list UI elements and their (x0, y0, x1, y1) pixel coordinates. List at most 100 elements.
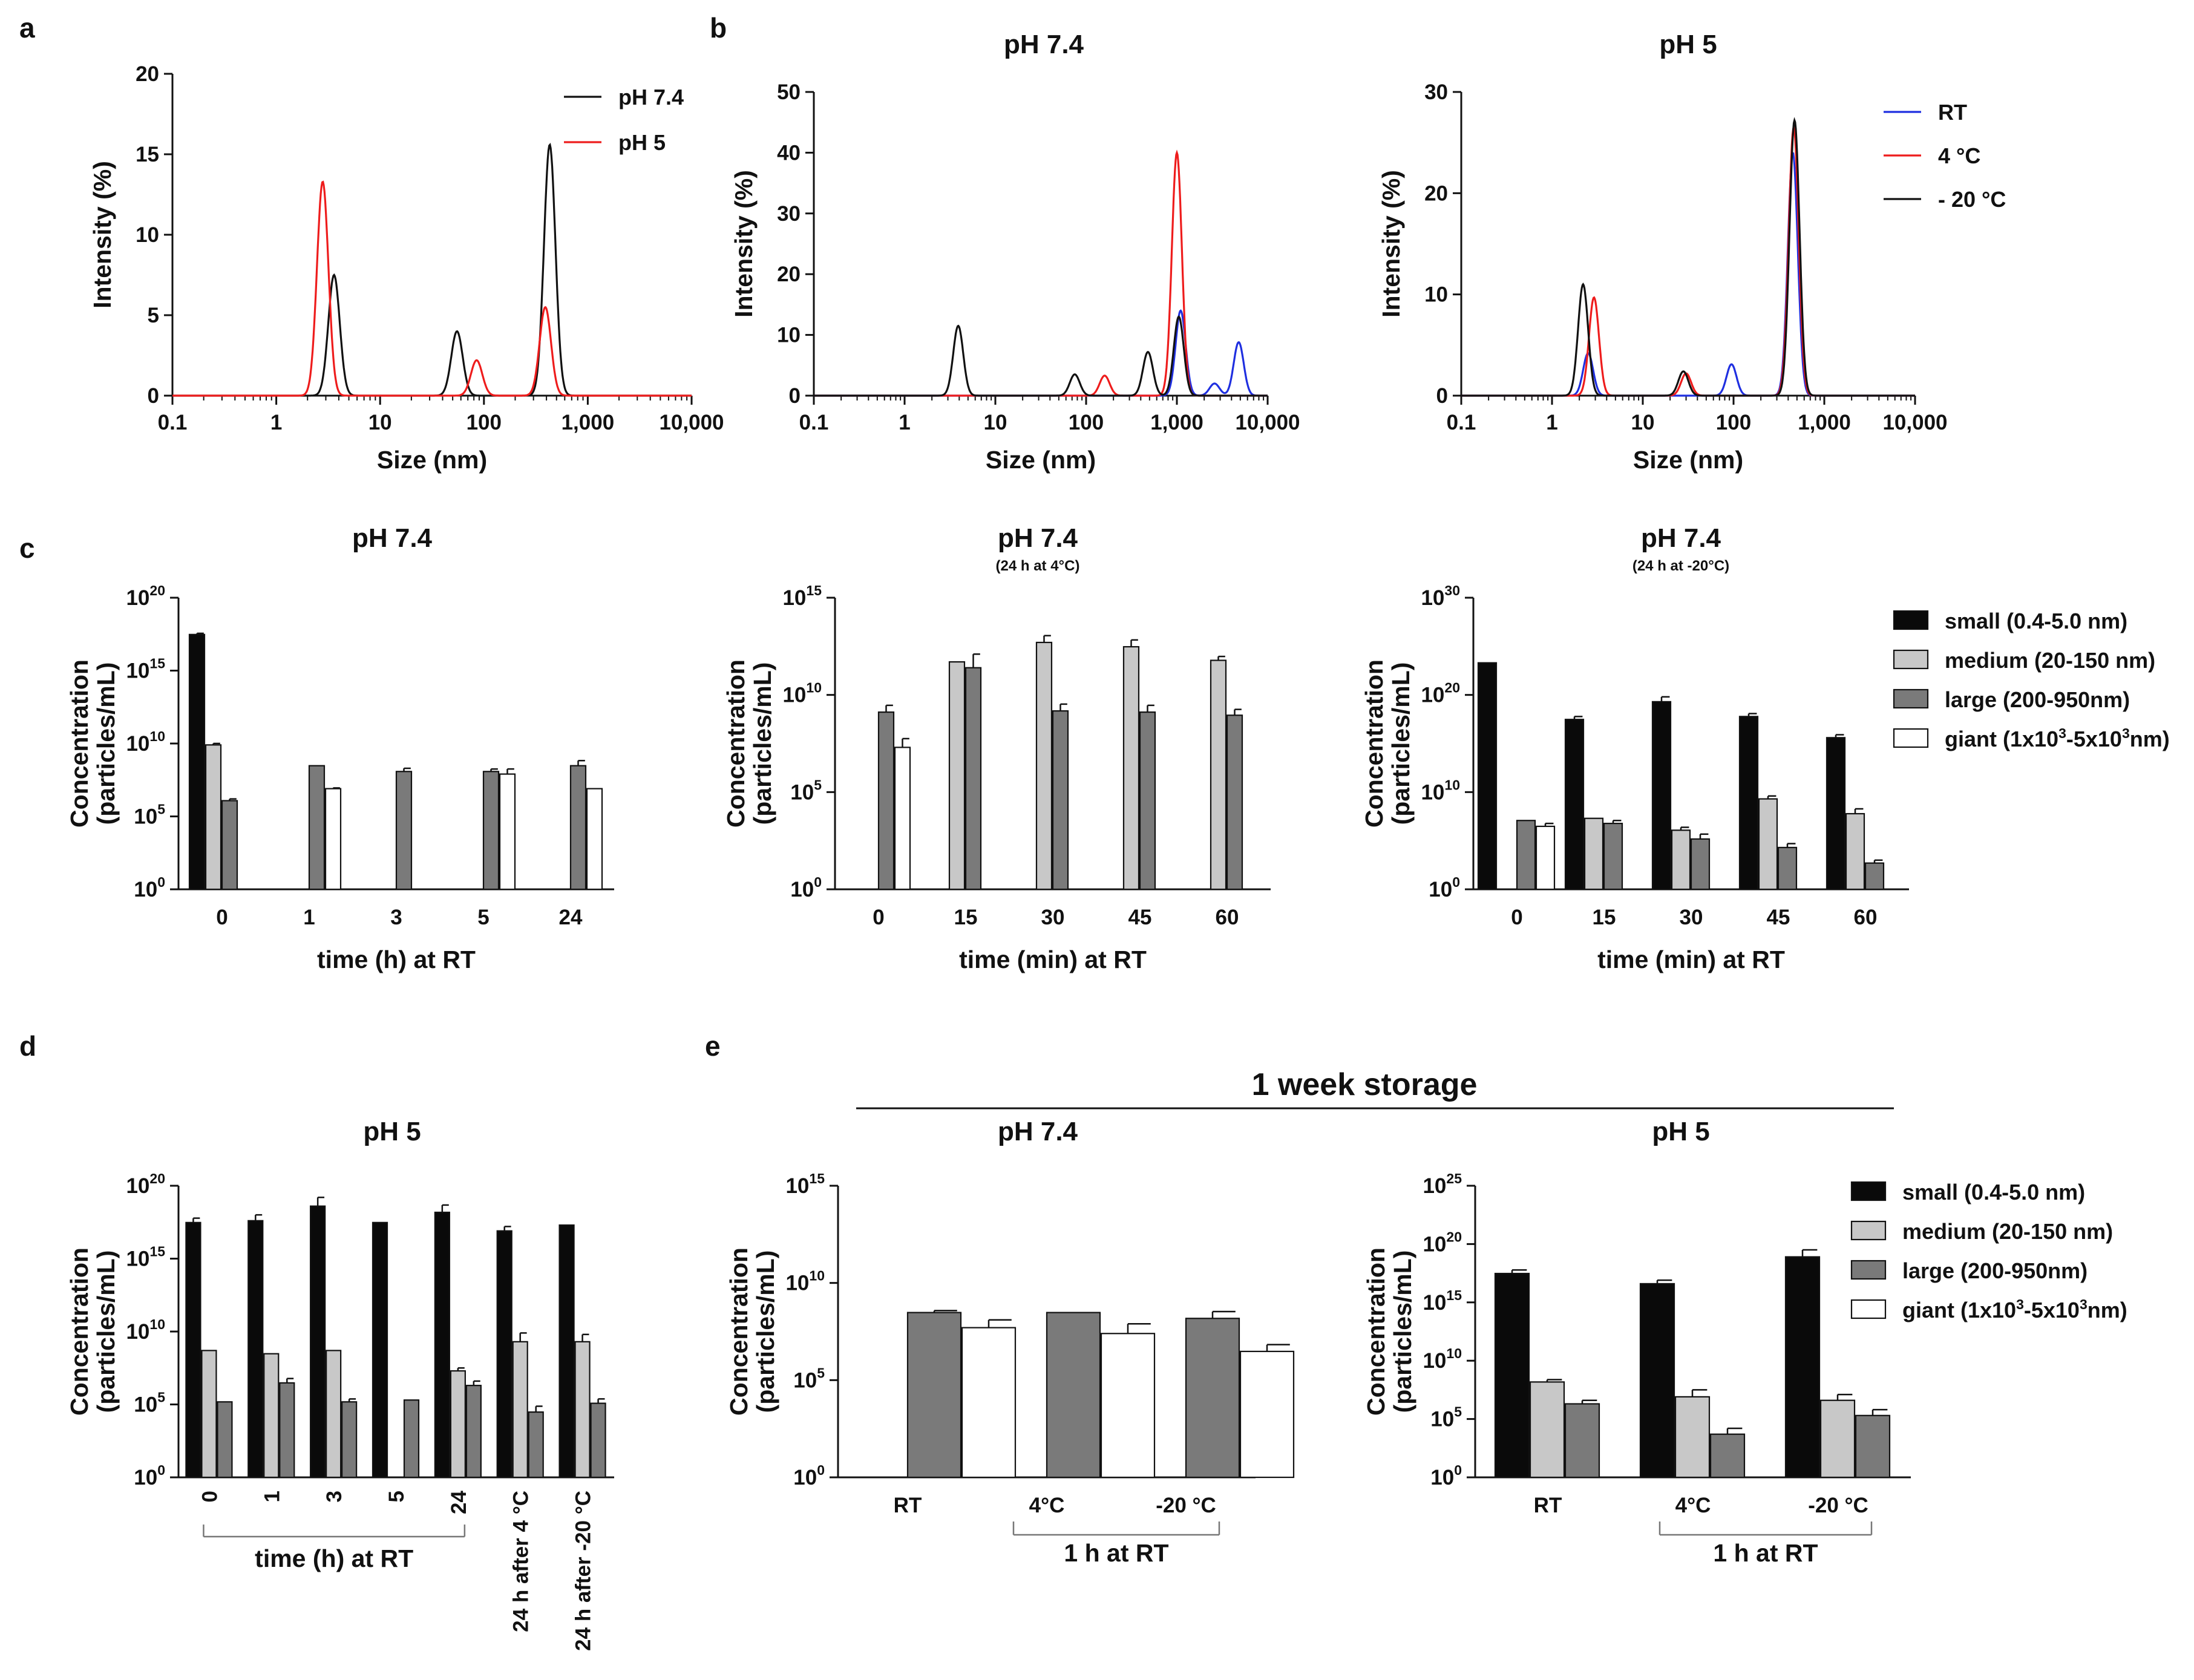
series-line-4-c (814, 149, 1268, 397)
x-tick-label: RT (1534, 1494, 1562, 1517)
y-tick-label: 105 (1430, 1404, 1462, 1431)
y-tick-label: 105 (134, 1390, 165, 1417)
y-tick-label: 1010 (1423, 1345, 1462, 1373)
y-tick-label: 100 (134, 1462, 165, 1489)
chart-title-b1: pH 7.4 (1004, 30, 1084, 59)
legend-label: medium (20-150 nm) (1945, 648, 2155, 673)
y-tick-label: 1020 (126, 1171, 165, 1198)
bracket-e2: 1 h at RT (1659, 1521, 1873, 1567)
x-tick-label: 10,000 (659, 411, 724, 434)
x-tick-label: 60 (1216, 906, 1239, 929)
x-axis-label: time (min) at RT (1597, 946, 1785, 973)
x-tick-label: 15 (1593, 906, 1616, 929)
x-tick-label: RT (894, 1494, 922, 1517)
y-tick-label: 1010 (782, 680, 822, 707)
bar-giant-0 (894, 747, 911, 891)
bar-small-3 (372, 1221, 388, 1479)
chart-title-d: pH 5 (363, 1117, 421, 1146)
y-axis-label: Concentration (722, 659, 750, 828)
bar-large-4 (1226, 714, 1243, 891)
y-tick-label: 20 (777, 263, 801, 286)
x-tick-label: 100 (1069, 411, 1104, 434)
y-axis-label: Concentration (65, 1247, 93, 1416)
bar-large-6 (590, 1402, 606, 1479)
y-tick-label: 100 (1429, 874, 1460, 901)
bar-small-2 (1651, 701, 1672, 891)
bar-small-1 (1564, 719, 1585, 891)
y-axis-label: Concentration (1360, 659, 1388, 828)
bar-medium-1 (948, 661, 966, 891)
chart-subtitle-c3: (24 h at -20°C) (1632, 558, 1729, 574)
y-tick-label: 1010 (126, 1316, 165, 1344)
y-tick-label: 15 (136, 143, 159, 166)
y-tick-label: 1015 (782, 583, 822, 610)
bar-large-1 (1709, 1433, 1746, 1479)
bar-medium-1 (1583, 817, 1604, 891)
bar-medium-2 (1671, 829, 1691, 891)
bar-large-2 (341, 1401, 358, 1479)
x-axis-label: time (min) at RT (959, 946, 1147, 973)
legend-swatch-giant (1850, 1299, 1887, 1319)
panel-e-title: 1 week storage (1252, 1067, 1478, 1102)
legend-label: - 20 °C (1938, 187, 2006, 212)
x-tick-label: 45 (1767, 906, 1790, 929)
bar-giant-1 (324, 788, 342, 891)
chart-subtitle-c2: (24 h at 4°C) (996, 558, 1080, 574)
bar-large-2 (1185, 1318, 1240, 1479)
x-tick-label: 24 (559, 906, 583, 929)
legend-temp: RT 4 °C - 20 °C (1884, 100, 2006, 212)
series-line--20-c (814, 315, 1268, 397)
x-tick-label: 45 (1128, 906, 1152, 929)
bar-small-6 (558, 1224, 575, 1479)
x-tick-label: 1 (1546, 411, 1557, 434)
chart-d: 100105101010151020Concentration(particle… (65, 1171, 614, 1651)
chart-b2: 0 10 20 30 0.1 1 10 100 1,000 10,000 Size (nm) Inte… (1377, 80, 1948, 474)
y-axis-label: Intensity (%) (730, 170, 758, 318)
y-tick-label: 1015 (126, 1244, 165, 1271)
bar-large-2 (395, 771, 413, 891)
bar-small-0 (1477, 662, 1498, 891)
y-tick-label: 40 (777, 141, 801, 165)
legend-label: large (200-950nm) (1902, 1258, 2088, 1283)
chart-e1: 100 105 1010 1015 Concentration(particles/mL… (725, 1171, 1295, 1517)
bar-giant-4 (586, 788, 603, 891)
x-tick-label: 0 (873, 906, 884, 929)
panel-letter-b: b (710, 12, 727, 44)
bar-medium-4 (1845, 812, 1865, 891)
bar-giant-2 (1239, 1350, 1295, 1479)
x-tick-label: 3 (323, 1491, 346, 1502)
bar-large-3 (1777, 846, 1798, 891)
y-tick-label: 5 (148, 304, 159, 327)
legend-label: giant (1x103-5x103nm) (1945, 725, 2170, 751)
x-tick-label: 5 (477, 906, 489, 929)
x-tick-label: 4°C (1675, 1494, 1711, 1517)
y-tick-label: 0 (789, 384, 801, 408)
x-axis-label: time (h) at RT (317, 946, 476, 973)
panel-letter-c: c (19, 532, 35, 564)
x-tick-label: 10,000 (1235, 411, 1300, 434)
legend-swatch-large (1850, 1260, 1887, 1280)
y-tick-label: 1020 (1423, 1229, 1462, 1256)
bar-medium-6 (574, 1341, 591, 1479)
y-axis-label: Concentration (725, 1247, 753, 1416)
panel-letter-d: d (19, 1030, 36, 1062)
x-tick-label: 3 (390, 906, 402, 929)
x-tick-label: 0 (216, 906, 228, 929)
x-tick-label: 1,000 (1150, 411, 1203, 434)
x-tick-label: 10 (368, 411, 392, 434)
series-line-ph-5 (172, 180, 692, 397)
chart-title-b2: pH 5 (1659, 30, 1717, 59)
legend-label: pH 5 (618, 130, 666, 155)
y-tick-label: 0 (148, 384, 159, 408)
y-tick-label: 10 (777, 324, 801, 347)
chart-title-c1: pH 7.4 (352, 523, 433, 553)
bracket-time-rt: time (h) at RT (203, 1525, 466, 1572)
bar-medium-5 (512, 1341, 528, 1479)
x-tick-label: 0.1 (158, 411, 188, 434)
x-tick-label: -20 °C (1156, 1494, 1216, 1517)
x-tick-label: 5 (385, 1491, 408, 1502)
y-tick-label: 100 (793, 1462, 825, 1489)
x-axis-label: Size (nm) (377, 446, 487, 474)
legend-label: small (0.4-5.0 nm) (1902, 1180, 2085, 1204)
legend-label: medium (20-150 nm) (1902, 1219, 2113, 1244)
